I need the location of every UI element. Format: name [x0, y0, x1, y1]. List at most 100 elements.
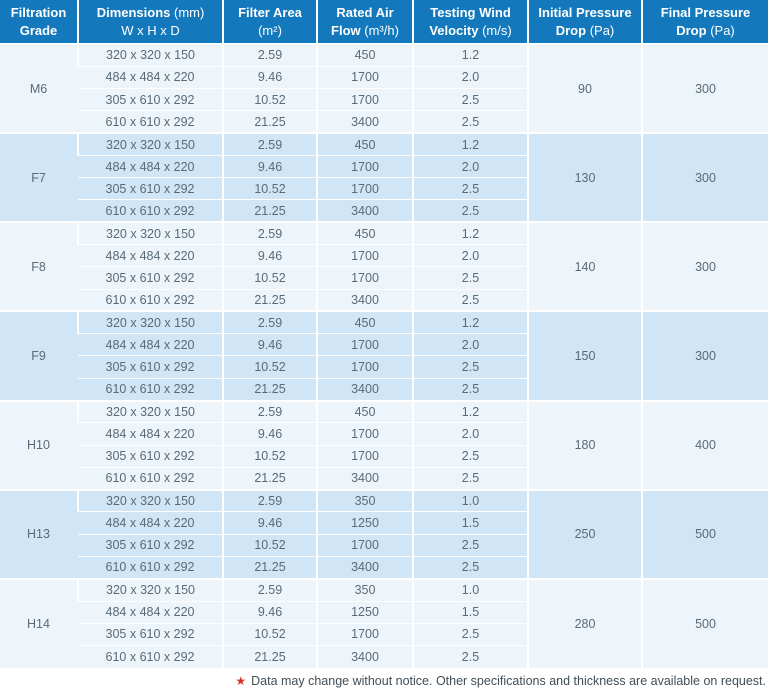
filter-area-cell: 21.25	[222, 377, 317, 401]
col-header-dimensions: Dimensions (mm) W x H x D	[77, 0, 223, 45]
grade-cell: H14	[0, 577, 78, 668]
filter-area-cell: 21.25	[222, 288, 317, 312]
velocity-cell: 1.2	[412, 221, 528, 245]
table-row: 484 x 484 x 220 9.46 1250 1.5	[0, 600, 768, 624]
grade-cell: M6	[0, 42, 78, 134]
header-label: Grade	[19, 22, 58, 38]
dimensions-cell: 484 x 484 x 220	[78, 154, 223, 178]
dimensions-cell: 305 x 610 x 292	[78, 444, 223, 468]
air-flow-cell: 3400	[316, 645, 413, 668]
air-flow-cell: 450	[316, 310, 413, 334]
dimensions-cell: 610 x 610 x 292	[78, 288, 223, 312]
dimensions-cell: 484 x 484 x 220	[78, 65, 223, 89]
table-row: M6 320 x 320 x 150 2.59 450 1.2 90 300	[0, 42, 768, 134]
dimensions-cell: 305 x 610 x 292	[78, 355, 223, 379]
air-flow-cell: 3400	[316, 288, 413, 312]
table-header: Filtration Grade Dimensions (mm) W x H x…	[0, 0, 768, 45]
velocity-cell: 1.2	[412, 399, 528, 423]
filter-area-cell: 2.59	[222, 488, 317, 512]
table-row: 484 x 484 x 220 9.46 1700 2.0	[0, 65, 768, 89]
filter-area-cell: 2.59	[222, 310, 317, 334]
filter-area-cell: 21.25	[222, 645, 317, 668]
table-row: 610 x 610 x 292 21.25 3400 2.5	[0, 555, 768, 579]
air-flow-cell: 1700	[316, 244, 413, 267]
air-flow-cell: 350	[316, 488, 413, 512]
filter-area-cell: 2.59	[222, 399, 317, 423]
header-label: Drop	[676, 22, 707, 38]
filter-area-cell: 9.46	[222, 65, 317, 89]
filter-area-cell: 9.46	[222, 244, 317, 267]
air-flow-cell: 1700	[316, 355, 413, 379]
col-header-testing-wind-velocity: Testing Wind Velocity (m/s)	[412, 0, 528, 45]
air-flow-cell: 1250	[316, 511, 413, 535]
velocity-cell: 1.2	[412, 310, 528, 334]
velocity-cell: 2.5	[412, 355, 528, 379]
dimensions-cell: 305 x 610 x 292	[78, 88, 223, 111]
filter-area-cell: 10.52	[222, 622, 317, 646]
air-flow-cell: 1700	[316, 333, 413, 356]
air-flow-cell: 3400	[316, 377, 413, 401]
air-flow-cell: 1700	[316, 65, 413, 89]
filter-area-cell: 10.52	[222, 533, 317, 557]
table-row: H14 320 x 320 x 150 2.59 350 1.0 280 500	[0, 577, 768, 668]
initial-drop-cell: 150	[527, 310, 642, 401]
filter-area-cell: 10.52	[222, 266, 317, 290]
table-row: F9 320 x 320 x 150 2.59 450 1.2 150 300	[0, 310, 768, 401]
initial-drop-cell: 280	[527, 577, 642, 668]
table-row: 610 x 610 x 292 21.25 3400 2.5	[0, 645, 768, 668]
initial-drop-cell: 90	[527, 42, 642, 134]
velocity-cell: 2.5	[412, 177, 528, 200]
footnote: ★ Data may change without notice. Other …	[0, 668, 768, 693]
velocity-cell: 2.0	[412, 244, 528, 267]
velocity-cell: 2.5	[412, 288, 528, 312]
col-header-initial-pressure-drop: Initial Pressure Drop (Pa)	[527, 0, 642, 45]
air-flow-cell: 1700	[316, 266, 413, 290]
final-drop-cell: 300	[641, 221, 768, 312]
table-row: F7 320 x 320 x 150 2.59 450 1.2 130 300	[0, 132, 768, 223]
final-drop-cell: 300	[641, 42, 768, 134]
air-flow-cell: 1250	[316, 600, 413, 624]
table-row: H13 320 x 320 x 150 2.59 350 1.0 250 500	[0, 488, 768, 579]
velocity-cell: 2.0	[412, 154, 528, 178]
air-flow-cell: 3400	[316, 466, 413, 490]
velocity-cell: 2.5	[412, 266, 528, 290]
air-flow-cell: 3400	[316, 110, 413, 134]
table-row: 305 x 610 x 292 10.52 1700 2.5	[0, 444, 768, 468]
velocity-cell: 1.0	[412, 577, 528, 602]
velocity-cell: 2.5	[412, 199, 528, 223]
dimensions-cell: 320 x 320 x 150	[77, 399, 223, 423]
grade-cell: H10	[0, 399, 78, 490]
table-row: 610 x 610 x 292 21.25 3400 2.5	[0, 377, 768, 401]
table-row: 484 x 484 x 220 9.46 1250 1.5	[0, 511, 768, 535]
filter-area-cell: 21.25	[222, 466, 317, 490]
velocity-cell: 2.5	[412, 88, 528, 111]
header-row: Filtration Grade Dimensions (mm) W x H x…	[0, 0, 768, 45]
air-flow-cell: 450	[316, 42, 413, 67]
velocity-cell: 2.5	[412, 444, 528, 468]
table-row: 484 x 484 x 220 9.46 1700 2.0	[0, 154, 768, 178]
header-label: Initial Pressure	[538, 4, 632, 20]
air-flow-cell: 3400	[316, 199, 413, 223]
velocity-cell: 2.0	[412, 333, 528, 356]
table-row: 484 x 484 x 220 9.46 1700 2.0	[0, 422, 768, 446]
table-row: 305 x 610 x 292 10.52 1700 2.5	[0, 622, 768, 646]
velocity-cell: 2.5	[412, 466, 528, 490]
filter-area-cell: 2.59	[222, 42, 317, 67]
dimensions-cell: 484 x 484 x 220	[78, 600, 223, 624]
final-drop-cell: 400	[641, 399, 768, 490]
velocity-cell: 2.0	[412, 65, 528, 89]
filter-spec-table: Filtration Grade Dimensions (mm) W x H x…	[0, 0, 768, 668]
dimensions-cell: 610 x 610 x 292	[78, 110, 223, 134]
dimensions-cell: 320 x 320 x 150	[77, 577, 223, 602]
filter-area-cell: 9.46	[222, 511, 317, 535]
grade-cell: F7	[0, 132, 78, 223]
filter-area-cell: 21.25	[222, 110, 317, 134]
filter-area-cell: 10.52	[222, 88, 317, 111]
velocity-cell: 1.0	[412, 488, 528, 512]
velocity-cell: 2.5	[412, 555, 528, 579]
table-row: F8 320 x 320 x 150 2.59 450 1.2 140 300	[0, 221, 768, 312]
filter-area-cell: 10.52	[222, 355, 317, 379]
filter-area-cell: 9.46	[222, 333, 317, 356]
filter-area-cell: 21.25	[222, 199, 317, 223]
air-flow-cell: 1700	[316, 88, 413, 111]
